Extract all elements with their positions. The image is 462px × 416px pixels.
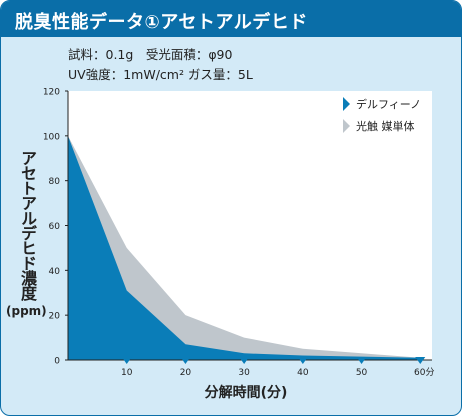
title-bar: 脱臭性能データ①アセトアルデヒド	[1, 1, 461, 37]
y-axis-unit: (ppm)	[6, 304, 47, 318]
y-axis-label-wrap: アセトアルデヒド濃度	[14, 150, 40, 300]
x-tick-label: 30	[238, 368, 250, 378]
legend-label: 光触 媒単体	[356, 119, 415, 133]
y-tick-label: 20	[49, 312, 61, 322]
x-tick-marker	[356, 357, 367, 364]
x-tick-label: 10	[121, 368, 133, 378]
y-tick-label: 0	[54, 357, 60, 367]
legend-swatch	[343, 119, 350, 133]
y-tick-label: 60	[49, 222, 61, 232]
test-conditions-line-1: 試料：0.1g 受光面積：φ90	[68, 47, 233, 62]
chart-title: 脱臭性能データ①アセトアルデヒド	[15, 12, 308, 33]
legend-label: デルフィーノ	[356, 97, 421, 111]
y-tick-label: 120	[43, 88, 60, 98]
x-tick-marker	[415, 357, 426, 364]
y-tick-label: 100	[43, 132, 60, 142]
y-tick-label: 80	[49, 177, 61, 187]
series-area-delfino	[68, 135, 421, 360]
x-tick-label: 60分	[414, 367, 434, 378]
x-tick-label: 40	[297, 368, 309, 378]
x-tick-marker	[180, 357, 191, 364]
x-axis-label: 分解時間(分)	[204, 385, 288, 401]
x-tick-label: 50	[356, 368, 368, 378]
series-area-photocatalyst	[68, 135, 421, 360]
y-tick-label: 40	[49, 267, 61, 277]
test-conditions-line-2: UV強度：1mW/cm² ガス量：5L	[68, 67, 253, 82]
legend-swatch	[343, 97, 350, 111]
y-axis-label: アセトアルデヒド濃度	[18, 150, 37, 300]
x-tick-marker	[297, 357, 308, 364]
x-tick-marker	[121, 357, 132, 364]
x-tick-marker	[239, 357, 250, 364]
x-tick-label: 20	[180, 368, 192, 378]
